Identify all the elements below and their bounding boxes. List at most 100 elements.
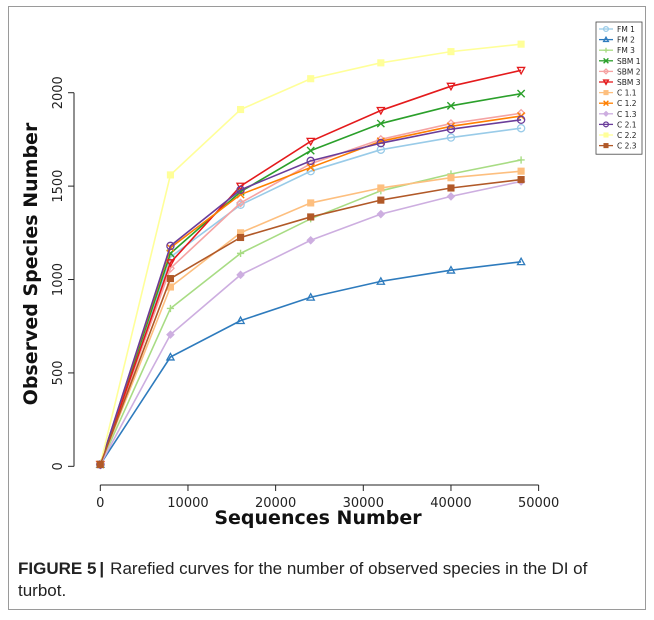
legend-label: FM 1 <box>617 25 635 34</box>
series-c-2-2 <box>96 40 525 469</box>
legend-swatch-marker <box>603 100 609 107</box>
data-point <box>307 75 315 83</box>
figure-caption: FIGURE 5 | Rarefied curves for the number … <box>18 558 630 602</box>
rarefaction-chart: 0 10000 20000 30000 40000 50000 0 500 1000 1500 20… <box>20 21 643 529</box>
x-tick-label: 40000 <box>430 496 471 511</box>
series-layer <box>95 40 526 470</box>
data-point <box>517 167 525 175</box>
data-point <box>236 200 245 210</box>
y-tick-label: 1000 <box>51 263 66 296</box>
data-point <box>376 145 386 154</box>
data-point <box>306 163 315 172</box>
legend-label: FM 3 <box>617 46 635 55</box>
legend-swatch-marker <box>602 25 610 33</box>
y-tick-label: 0 <box>51 462 66 470</box>
legend-box <box>595 21 643 155</box>
data-point <box>166 241 175 251</box>
data-point <box>305 137 316 147</box>
data-point <box>516 115 526 125</box>
legend-label: FM 2 <box>617 36 635 45</box>
series-line <box>99 127 522 465</box>
y-axis-label: Observed Species Number <box>20 122 42 405</box>
data-point <box>237 105 245 114</box>
figure-frame <box>8 6 646 610</box>
data-point <box>516 123 526 133</box>
data-point <box>376 276 386 285</box>
data-point <box>96 460 104 469</box>
data-point <box>166 275 174 283</box>
data-point <box>517 156 525 164</box>
x-tick-label: 20000 <box>255 496 296 511</box>
data-point <box>306 146 315 155</box>
data-point <box>446 124 456 134</box>
data-point <box>166 330 175 339</box>
legend-swatch-marker <box>602 121 610 128</box>
data-point <box>235 315 246 325</box>
legend-swatch-marker <box>603 57 609 64</box>
legend-label: C 2.2 <box>617 131 637 140</box>
data-point <box>377 196 385 204</box>
caption-label: FIGURE 5 <box>18 559 97 578</box>
data-point <box>307 213 315 221</box>
caption-separator: | <box>99 559 105 578</box>
axes: 0 10000 20000 30000 40000 50000 0 500 1000 1500 20… <box>51 76 559 511</box>
data-point <box>446 133 456 142</box>
y-tick-label: 2000 <box>51 76 66 109</box>
data-point <box>376 209 386 219</box>
legend-label: C 2.3 <box>617 142 637 151</box>
x-tick-label: 10000 <box>167 496 208 511</box>
x-tick-label: 0 <box>96 496 104 511</box>
legend-label: C 1.3 <box>617 110 637 119</box>
data-point <box>377 184 385 192</box>
legend-label: SBM 1 <box>617 57 641 66</box>
data-point <box>446 82 456 92</box>
x-axis-label: Sequences Number <box>214 507 422 529</box>
data-point <box>377 59 385 67</box>
data-point <box>446 265 456 274</box>
series-line <box>99 260 522 465</box>
data-point <box>307 199 315 207</box>
legend-swatch-marker <box>602 79 610 86</box>
data-point <box>516 256 526 266</box>
series-line <box>99 119 522 465</box>
data-point <box>447 174 455 182</box>
data-point <box>517 40 525 48</box>
data-point <box>516 66 526 76</box>
legend-label: SBM 2 <box>617 67 641 76</box>
data-point <box>166 171 174 179</box>
legend-label: C 1.1 <box>617 89 637 98</box>
data-point <box>165 263 175 273</box>
data-point <box>447 48 455 56</box>
legend-label: SBM 3 <box>617 78 641 87</box>
y-tick-label: 500 <box>51 361 66 386</box>
data-point <box>376 138 386 148</box>
series-line <box>99 43 522 465</box>
legend-swatch-marker <box>603 143 609 149</box>
data-point <box>517 89 526 98</box>
data-point <box>517 176 525 184</box>
data-point <box>376 119 385 128</box>
data-point <box>165 352 176 361</box>
data-point <box>236 198 246 208</box>
legend-label: C 2.1 <box>617 120 637 129</box>
data-point <box>96 460 105 469</box>
caption-text: Rarefied curves for the number of observ… <box>18 559 588 600</box>
data-point <box>376 106 386 116</box>
y-tick-label: 1500 <box>51 170 66 203</box>
data-point <box>166 304 175 313</box>
series-c-2-1 <box>96 115 526 469</box>
legend-swatch-marker <box>602 35 610 43</box>
data-point <box>165 259 176 268</box>
data-point <box>236 185 245 195</box>
data-point <box>237 233 245 242</box>
data-point <box>305 292 316 301</box>
series-c-2-3 <box>96 176 525 469</box>
data-point <box>446 101 456 110</box>
x-tick-label: 30000 <box>343 496 384 511</box>
data-point <box>306 156 315 166</box>
legend-label: C 1.2 <box>617 99 637 108</box>
legend-swatch-marker <box>602 110 610 117</box>
data-point <box>236 249 245 257</box>
data-point <box>447 184 455 192</box>
